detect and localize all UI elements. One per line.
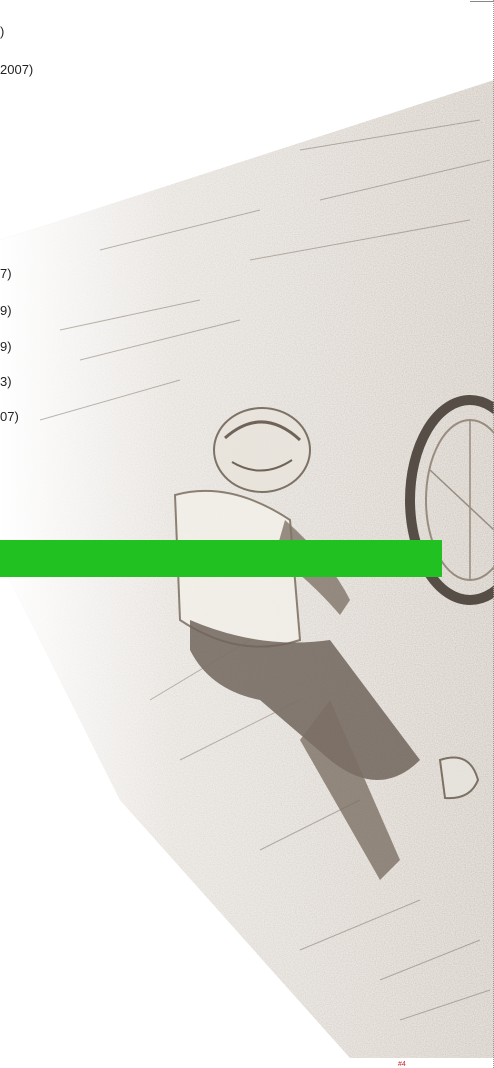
list-item-mid-3[interactable]: 9) [0, 339, 12, 354]
list-item-top-2[interactable]: 2007) [0, 62, 34, 77]
rider-figure [173, 407, 480, 880]
list-item-top-1[interactable]: ) [0, 24, 5, 39]
top-hairline-divider [470, 1, 494, 2]
sketch-strokes [39, 119, 491, 1021]
list-item-mid-1[interactable]: 7) [0, 266, 12, 281]
motorbike-wheel [405, 395, 494, 605]
green-banner-bar[interactable] [0, 540, 442, 577]
list-item-mid-5[interactable]: 07) [0, 409, 19, 424]
list-item-mid-4[interactable]: 3) [0, 374, 12, 389]
bottom-corner-mark: #4 [398, 1061, 406, 1068]
list-item-mid-2[interactable]: 9) [0, 303, 12, 318]
